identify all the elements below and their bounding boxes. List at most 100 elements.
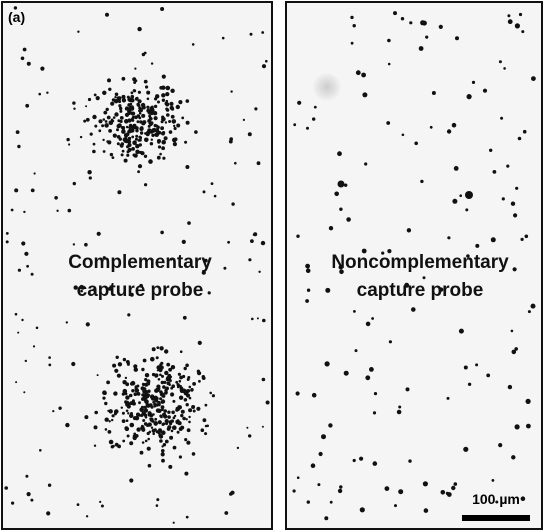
dot [68, 143, 71, 146]
dot [350, 15, 354, 20]
dot [467, 382, 472, 386]
dot [491, 479, 495, 482]
dot [153, 421, 158, 426]
dot [398, 405, 402, 409]
dot [365, 321, 371, 327]
dot [85, 515, 89, 518]
dot [172, 137, 177, 143]
dot [126, 434, 130, 438]
dot [26, 264, 29, 268]
dot [207, 291, 211, 295]
dot [130, 381, 134, 386]
dot [153, 116, 158, 121]
dot [489, 148, 493, 152]
dot [161, 394, 166, 398]
dot [421, 20, 427, 26]
dot [35, 326, 39, 330]
dot [113, 391, 118, 396]
dot [224, 511, 229, 515]
dot [85, 322, 90, 327]
dot [117, 444, 121, 449]
dot [121, 419, 126, 423]
dot [526, 423, 531, 429]
dot [201, 376, 206, 380]
dot [122, 388, 128, 394]
dot [120, 126, 124, 129]
dot [134, 137, 138, 141]
dot [328, 226, 334, 231]
dot [180, 409, 185, 414]
dot [339, 485, 343, 489]
dot [125, 402, 129, 407]
dot [107, 140, 112, 145]
dot [124, 426, 130, 432]
dot [396, 409, 402, 415]
dot [306, 126, 309, 130]
dot [206, 424, 209, 428]
dot [163, 414, 166, 417]
dot [161, 449, 165, 453]
dot [387, 38, 391, 43]
dot [227, 240, 231, 244]
dot [324, 361, 330, 367]
dot [130, 94, 135, 99]
dot [168, 420, 173, 424]
dot [111, 418, 114, 422]
dot [87, 170, 92, 175]
dot [121, 98, 127, 103]
dot [21, 241, 26, 246]
dot [338, 264, 344, 270]
dot [137, 90, 141, 94]
dot [387, 62, 391, 66]
dot [152, 400, 155, 404]
dot [125, 382, 130, 387]
dot [92, 142, 96, 146]
dot [422, 481, 428, 487]
left-label: Complementary [68, 252, 212, 273]
dot [138, 143, 142, 147]
dot [261, 425, 264, 428]
dot [137, 170, 141, 174]
dot [387, 249, 392, 254]
dot [160, 230, 164, 235]
dot [134, 385, 138, 389]
dot [149, 142, 154, 146]
dot [507, 14, 511, 18]
dot [197, 371, 202, 376]
dot [343, 370, 349, 376]
dot [117, 190, 122, 195]
dot [305, 299, 309, 303]
dot [157, 400, 161, 405]
dot [80, 289, 83, 293]
dot [164, 121, 168, 124]
dot [134, 434, 139, 438]
dot [136, 120, 140, 124]
dot [184, 438, 188, 442]
dot [165, 422, 169, 426]
dot [120, 406, 124, 409]
dot [350, 41, 354, 45]
dot [265, 400, 270, 405]
scale-bar [462, 515, 530, 521]
dot [466, 94, 472, 100]
dot [151, 347, 156, 352]
dot [99, 500, 102, 503]
dot [160, 361, 164, 365]
dot [154, 374, 158, 378]
dot [140, 102, 146, 108]
dot [141, 367, 145, 372]
dot [169, 105, 174, 110]
dot [498, 443, 503, 448]
dot [155, 387, 160, 393]
dot [5, 232, 9, 235]
dot [126, 153, 130, 157]
dot [465, 208, 469, 212]
dot [129, 401, 133, 404]
dot [110, 101, 115, 106]
dot [371, 317, 374, 320]
dot [408, 459, 412, 463]
dot [176, 123, 181, 128]
dot [296, 476, 300, 480]
dot [162, 156, 166, 160]
